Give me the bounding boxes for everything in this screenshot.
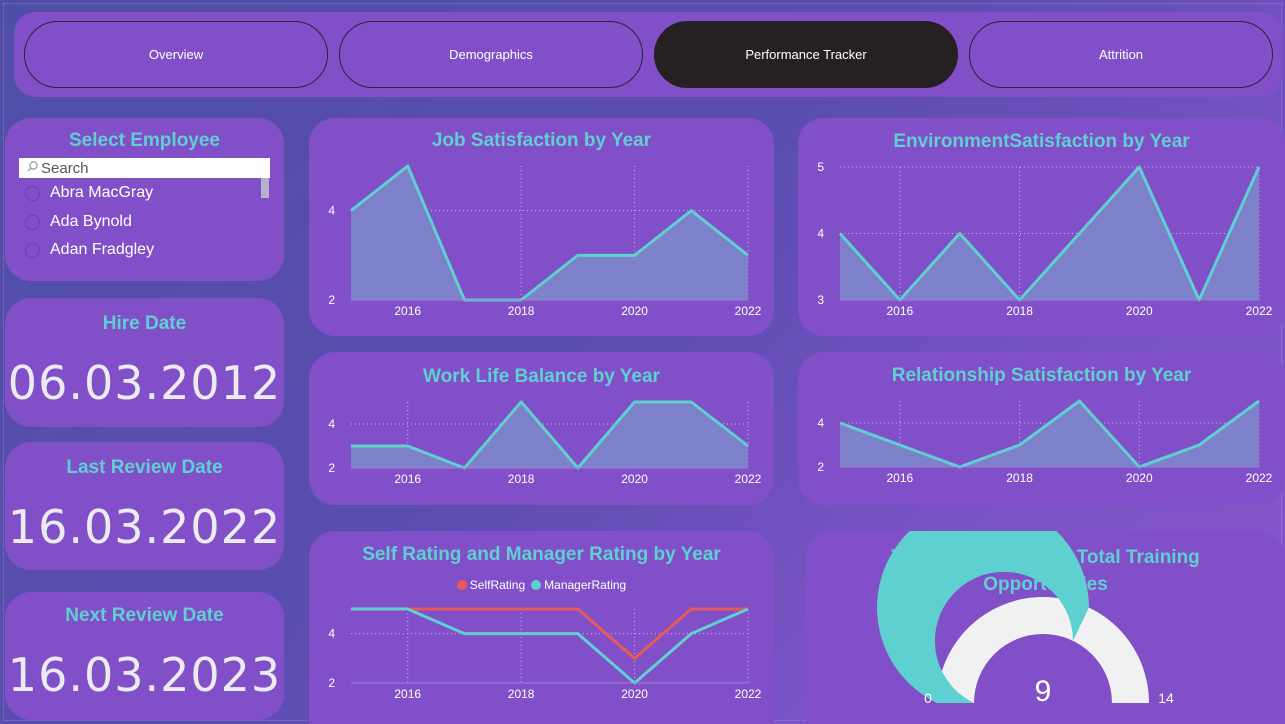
employee-name: Adan Fradgley [50,241,155,258]
gauge-track [937,597,1149,703]
employee-name: Abra MacGray [50,184,154,201]
x-tick-label: 2022 [735,472,762,486]
legend-item[interactable]: SelfRating [456,578,526,592]
employee-item[interactable]: Abra MacGray [25,182,153,204]
series-line [351,400,749,470]
last-review-card: Last Review Date 16.03.2022 [5,442,284,570]
x-tick-label: 2018 [1006,471,1033,485]
employee-name: Ada Bynold [50,213,132,230]
employee-item[interactable]: Adan Fradgley [25,239,154,261]
job-satisfaction-chart: 2016 2018 2020 2022 2 4 [328,164,762,318]
area-fill [351,166,748,300]
legend-item[interactable]: ManagerRating [531,578,626,592]
x-tick-label: 2018 [508,472,535,486]
gauge-value-label: 9 [1035,675,1052,708]
x-tick-label: 2016 [887,471,914,485]
radio-icon[interactable] [25,214,40,230]
gauge-min-label: 0 [924,690,932,706]
next-review-title: Next Review Date [65,605,224,626]
series-line [838,165,1261,302]
x-tick-label: 2020 [1126,304,1153,318]
area-fill [840,401,1259,467]
area-fill [840,167,1259,300]
environment-satisfaction-chart: 2016 2018 2020 2022 3 4 5 [817,160,1273,318]
work-life-balance-chart: 2016 2018 2020 2022 2 4 [328,400,762,486]
y-tick-label: 4 [817,227,824,241]
training-card: Training Taken from Total Training Oppor… [806,531,1285,724]
series-line [351,607,748,660]
y-tick-label: 2 [328,676,335,690]
chart-title: Job Satisfaction by Year [431,130,652,151]
environment-satisfaction-card: EnvironmentSatisfaction by Year 2016 2018… [798,118,1285,336]
x-tick-label: 2016 [887,304,914,318]
tab-overview[interactable]: Overview [24,21,328,88]
tab-demographics[interactable]: Demographics [339,21,643,88]
gauge-max-label: 14 [1158,690,1174,706]
chart-title: EnvironmentSatisfaction by Year [893,131,1190,152]
hire-date-title: Hire Date [102,313,187,334]
y-tick-label: 4 [817,416,824,430]
y-tick-label: 4 [328,417,335,431]
hire-date-value: 06.03.2012 [7,356,282,410]
chart-title: Self Rating and Manager Rating by Year [362,544,721,565]
x-tick-label: 2022 [1246,304,1273,318]
legend-label: ManagerRating [544,578,627,592]
training-gauge: 9 0 14 [876,531,1174,708]
search-icon [27,161,38,172]
rating-legend: SelfRating ManagerRating [309,578,774,592]
x-tick-label: 2016 [394,304,421,318]
last-review-title: Last Review Date [66,457,223,478]
x-tick-label: 2020 [1126,471,1153,485]
y-tick-label: 4 [328,204,335,218]
radio-icon[interactable] [25,185,40,201]
radio-icon[interactable] [25,242,40,258]
x-tick-label: 2022 [735,304,762,318]
rating-chart: 2016 2018 2020 2022 2 4 [328,607,762,701]
tab-attrition[interactable]: Attrition [969,21,1273,88]
chart-title: Work Life Balance by Year [423,366,660,387]
search-input[interactable] [41,158,266,178]
job-satisfaction-card: Job Satisfaction by Year 2016 2018 2020 202… [309,118,774,336]
last-review-value: 16.03.2022 [7,500,282,554]
gauge-value-arc [876,531,1089,703]
series-line [351,607,749,685]
y-tick-label: 2 [817,460,824,474]
x-tick-label: 2018 [508,687,535,701]
legend-dot [456,580,467,590]
work-life-balance-card: Work Life Balance by Year 2016 2018 2020 20… [309,352,774,505]
search-box[interactable] [19,158,270,178]
y-tick-label: 4 [328,627,335,641]
relationship-satisfaction-chart: 2016 2018 2020 2022 2 4 [817,399,1273,485]
next-review-value: 16.03.2023 [7,648,282,702]
tab-performance-tracker[interactable]: Performance Tracker [654,21,958,88]
y-tick-label: 2 [328,461,335,475]
slicer-scrollbar[interactable] [261,178,269,198]
chart-title: Relationship Satisfaction by Year [891,365,1192,386]
series-line [839,399,1260,469]
x-tick-label: 2018 [508,304,535,318]
hire-date-card: Hire Date 06.03.2012 [5,298,284,427]
rating-card: Self Rating and Manager Rating by Year S… [309,531,774,724]
nav-bar: Overview Demographics Performance Tracke… [14,12,1282,97]
employee-slicer: Select Employee Abra MacGray Ada Bynold … [5,118,284,281]
employee-item[interactable]: Ada Bynold [25,211,132,233]
x-tick-label: 2020 [621,304,648,318]
relationship-satisfaction-card: Relationship Satisfaction by Year 2016 20… [798,352,1285,505]
x-tick-label: 2022 [1246,471,1273,485]
x-tick-label: 2018 [1006,304,1033,318]
y-tick-label: 2 [328,293,335,307]
x-tick-label: 2016 [394,472,421,486]
y-tick-label: 5 [817,160,824,174]
x-tick-label: 2020 [621,472,648,486]
y-tick-label: 3 [817,293,824,307]
legend-label: SelfRating [469,578,526,592]
x-tick-label: 2016 [394,687,421,701]
series-line [350,164,749,302]
x-tick-label: 2020 [621,687,648,701]
slicer-title: Select Employee [68,130,221,151]
x-tick-label: 2022 [735,687,762,701]
next-review-card: Next Review Date 16.03.2023 [5,592,284,720]
legend-dot [531,580,542,590]
